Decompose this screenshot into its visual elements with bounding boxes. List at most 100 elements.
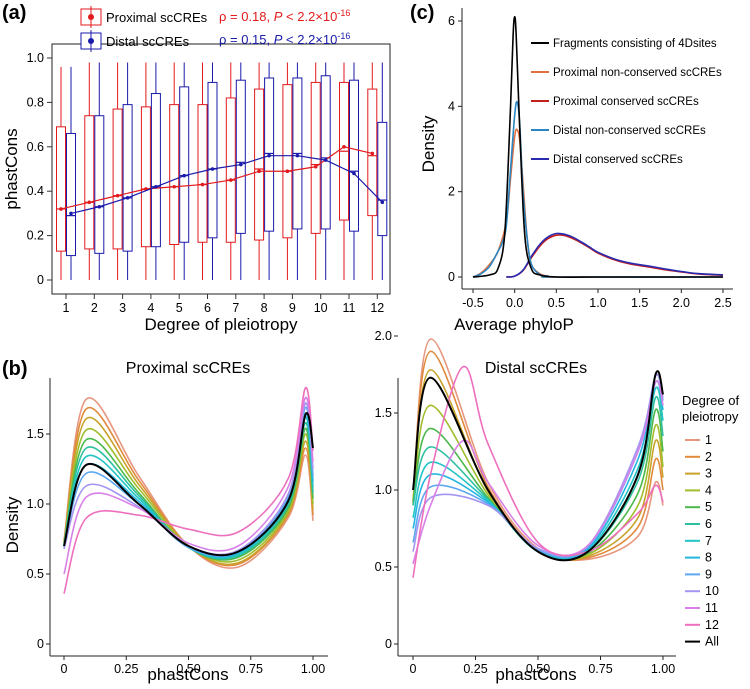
panel-c-axes: 0 2 4 6 -0.5 0.0 0.5 1.0 1.5 2.0 2.5 [448,8,733,310]
b-ytick-label: 0 [385,637,392,651]
b-density-line [63,427,314,561]
b-ytick-label: 0.5 [375,560,392,574]
panel-b-left-axes: 0 0.5 1.0 1.5 0 0.25 0.50 0.75 1.00 [27,378,328,676]
panel-c-lines [472,15,724,278]
a-box [349,79,359,232]
a-box [140,106,151,248]
b-xtick-label: 0.75 [588,662,612,676]
b-legend-label: 5 [705,500,712,514]
panel-a-ylabel: phastCons [2,128,21,209]
panel-b-density: Proximal scCREs Distal scCREs 0 0.5 1.0 1.5… [3,329,739,684]
a-box [56,126,66,252]
a-mean-point [323,158,328,162]
b-xtick-label: 0 [61,662,68,676]
c-density-line [472,15,723,278]
b-density-line [412,365,664,578]
panel-c-density: 0 2 4 6 -0.5 0.0 0.5 1.0 1.5 2.0 2.5 Fragments con… [419,8,733,334]
a-box [225,97,236,243]
a-box [66,132,76,257]
a-box [235,79,246,234]
b-legend-label: 1 [705,433,712,447]
b-legend-label: 2 [705,450,712,464]
c-xtick-label: 2.5 [714,296,731,310]
b-ytick-label: 1.5 [27,427,44,441]
b-density-line [63,412,314,557]
panel-a-boxes [56,62,388,280]
c-legend-label: Distal conserved scCREs [553,154,683,166]
a-mean-point [59,207,63,211]
a-mean-point [342,145,346,149]
rho-distal-text: ρ = 0.15, P < 2.2×10-16 [219,31,350,47]
panel-b-legend-title-2: pleiotropy [682,409,739,424]
a-ytick-label: 1.0 [27,51,44,65]
a-xtick-label: 5 [176,301,183,315]
a-mean-point [87,200,92,205]
a-mean-point [267,153,271,158]
b-density-line [412,369,664,561]
a-mean-point [154,184,158,189]
p-symbol-distal: P [274,32,283,47]
c-ytick-label: 4 [448,99,455,113]
p-exp-distal: -16 [337,31,350,41]
panel-a-boxplot: 00.20.40.60.81.01 2 3 4 5 6 7 8 9 10 11 12 Degree o… [2,6,391,334]
panel-a-mean-lines [59,145,385,216]
panel-c-xlabel: Average phyloP [454,315,574,334]
a-xtick-label: 9 [289,301,296,315]
panel-b-left-xlabel: phastCons [147,665,228,684]
panel-b-ylabel: Density [3,496,22,553]
c-density-line [506,232,724,278]
panel-a-frame [51,43,391,295]
a-box [377,121,388,237]
panel-b-right-axes: 0 0.5 1.0 1.5 2.0 0 0.25 0.50 0.75 1.00 [375,329,676,676]
b-xtick-label: 0.25 [463,662,487,676]
c-xtick-label: 0.5 [548,296,565,310]
a-xtick-label: 8 [261,301,268,315]
b-density-line [63,386,314,594]
a-xtick-label: 1 [63,301,70,315]
a-mean-point [125,196,130,200]
a-ytick-label: 0.4 [27,184,44,198]
b-legend-label: 4 [705,483,712,497]
b-xtick-label: 0.50 [526,662,550,676]
a-mean-point [295,153,300,158]
rho-proximal: ρ = 0.18, [219,9,274,24]
a-mean-point [200,182,205,187]
a-box [179,86,190,243]
p-value-proximal: < 2.2×10 [282,9,337,24]
a-mean-point [257,169,261,174]
b-xtick-label: 0.75 [239,662,263,676]
a-box [169,104,180,245]
panel-b-right-title: Distal scCREs [485,360,587,377]
c-legend-label: Proximal non-conserved scCREs [553,67,722,79]
c-ytick-label: 0 [448,270,455,284]
b-density-line [63,416,314,566]
panel-c-ylabel: Density [419,115,438,172]
a-mean-line [70,155,383,214]
a-box [282,84,293,239]
a-ytick-label: 0.2 [27,229,44,243]
panel-c-legend: Fragments consisting of 4Dsites Proximal … [531,38,722,166]
a-mean-point [285,169,290,174]
b-density-line [63,396,314,575]
c-legend-label: Proximal conserved scCREs [553,96,699,108]
b-xtick-label: 1.00 [301,662,325,676]
legend-label-proximal: Proximal scCREs [106,10,208,25]
p-exp-proximal: -16 [337,8,350,18]
a-box [320,75,331,230]
c-xtick-label: 1.5 [631,296,648,310]
a-ytick-label: 0 [37,273,44,287]
c-density-line [472,128,724,278]
a-mean-point [69,211,73,216]
b-ytick-label: 0 [37,637,44,651]
a-box [122,104,133,252]
a-mean-point [172,184,176,189]
a-box [150,93,161,248]
a-mean-point [97,204,102,209]
b-density-line [412,408,664,561]
a-xtick-label: 3 [119,301,126,315]
c-xtick-label: 0.0 [506,296,523,310]
a-mean-point [352,171,356,176]
a-box [207,81,218,239]
panel-label-b: (b) [2,358,28,380]
